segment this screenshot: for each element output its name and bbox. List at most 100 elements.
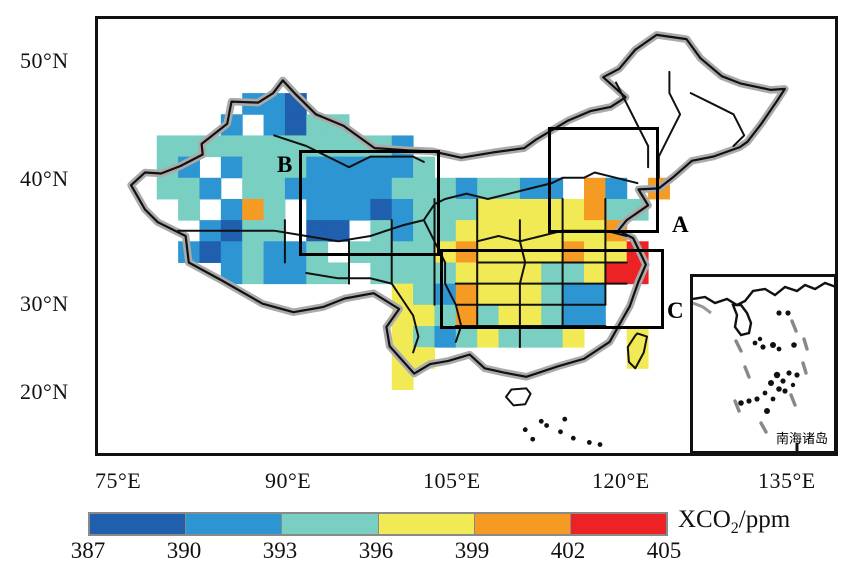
inset-border-line — [693, 301, 712, 315]
raster-cell — [391, 177, 414, 200]
raster-cell — [349, 156, 371, 179]
raster-cell — [263, 177, 286, 200]
raster-cell — [391, 220, 414, 242]
raster-cell — [391, 156, 414, 179]
colorbar-title-units: /ppm — [738, 506, 791, 533]
inset-hainan-outline — [731, 303, 753, 337]
raster-cell — [583, 241, 606, 263]
map-plot-area — [95, 16, 838, 456]
sea-island-dot — [530, 436, 536, 442]
raster-cell — [199, 177, 222, 200]
raster-cell — [327, 177, 350, 200]
colorbar-swatch — [281, 514, 378, 534]
sea-island-dot — [558, 429, 563, 435]
sea-island-dot — [522, 427, 528, 433]
raster-cell — [498, 325, 521, 348]
colorbar-swatch — [185, 514, 282, 534]
raster-cell — [242, 262, 265, 285]
raster-cell — [220, 198, 243, 221]
raster-cell — [327, 156, 350, 179]
inset-canvas — [693, 281, 834, 451]
region-label-C: C — [667, 298, 684, 323]
raster-cell — [519, 283, 542, 306]
raster-cell — [391, 283, 414, 306]
inset-island-dots — [738, 310, 800, 414]
raster-cell — [242, 156, 265, 179]
raster-cell — [178, 198, 200, 221]
province-boundary — [465, 171, 639, 200]
raster-cell — [263, 135, 286, 158]
raster-cell — [370, 241, 393, 263]
colorbar-tick-label: 402 — [550, 538, 586, 563]
raster-cell — [541, 198, 564, 221]
x-tick-label-135E: 135°E — [758, 468, 816, 493]
raster-cell — [370, 220, 393, 242]
raster-cell — [455, 304, 478, 327]
raster-cell — [306, 241, 329, 263]
raster-cell — [498, 262, 521, 285]
raster-cell — [605, 241, 628, 263]
region-box-b[interactable] — [298, 150, 440, 257]
raster-cell — [562, 241, 585, 263]
colorbar-tick-label: 393 — [262, 538, 298, 563]
raster-cell — [156, 135, 179, 158]
raster-cell — [562, 198, 585, 221]
raster-cell — [220, 156, 243, 179]
raster-cell — [498, 283, 521, 306]
region-label-A: A — [672, 212, 689, 237]
raster-cell — [562, 262, 585, 285]
raster-cell — [498, 304, 521, 327]
raster-cell — [284, 114, 307, 136]
raster-cell — [541, 241, 564, 263]
raster-cell — [583, 177, 606, 200]
raster-cell — [306, 156, 329, 179]
raster-cell — [306, 198, 329, 221]
colorbar-swatch — [377, 514, 474, 534]
colorbar-tick-label: 399 — [454, 538, 490, 563]
colorbar-title-main: XCO — [678, 506, 731, 533]
region-box-a[interactable] — [547, 126, 659, 233]
raster-cell — [178, 177, 200, 200]
raster-cell — [370, 198, 393, 221]
raster-cell — [434, 177, 457, 200]
raster-cell — [583, 304, 606, 327]
raster-cell — [519, 325, 542, 348]
raster-cell — [242, 198, 265, 221]
sea-island-dot — [570, 435, 576, 441]
raster-cell — [498, 241, 521, 263]
raster-cell — [327, 198, 350, 221]
raster-cell — [477, 283, 500, 306]
province-boundary — [689, 92, 746, 147]
raster-cell — [370, 156, 393, 179]
raster-cell — [583, 262, 606, 285]
raster-cell — [562, 325, 585, 348]
raster-cell — [327, 220, 350, 242]
colorbar-tick-label: 387 — [70, 538, 106, 563]
sea-island-dot — [538, 418, 544, 424]
raster-cell — [242, 241, 265, 263]
inset-reef-marks — [733, 319, 809, 434]
raster-cell — [349, 198, 371, 221]
raster-cell — [519, 304, 542, 327]
sea-island-dot — [544, 423, 550, 428]
province-boundary — [305, 272, 420, 354]
raster-cell — [605, 177, 628, 200]
sea-island-dot — [586, 440, 592, 445]
raster-cell — [541, 262, 564, 285]
raster-cell — [434, 220, 457, 242]
raster-cell — [413, 156, 435, 179]
raster-cell — [156, 177, 179, 200]
colorbar-title: XCO2/ppm — [678, 506, 790, 538]
inset-south-china-sea: 南海诸岛 — [690, 274, 837, 454]
raster-cell — [242, 135, 265, 158]
province-boundary — [615, 81, 650, 169]
raster-cell — [477, 262, 500, 285]
inset-coastline — [693, 281, 834, 307]
region-box-c[interactable] — [439, 248, 665, 330]
raster-cell — [306, 262, 329, 285]
raster-cell — [455, 198, 478, 221]
raster-cell — [477, 177, 500, 200]
raster-cell — [541, 325, 564, 348]
raster-cell — [477, 241, 500, 263]
